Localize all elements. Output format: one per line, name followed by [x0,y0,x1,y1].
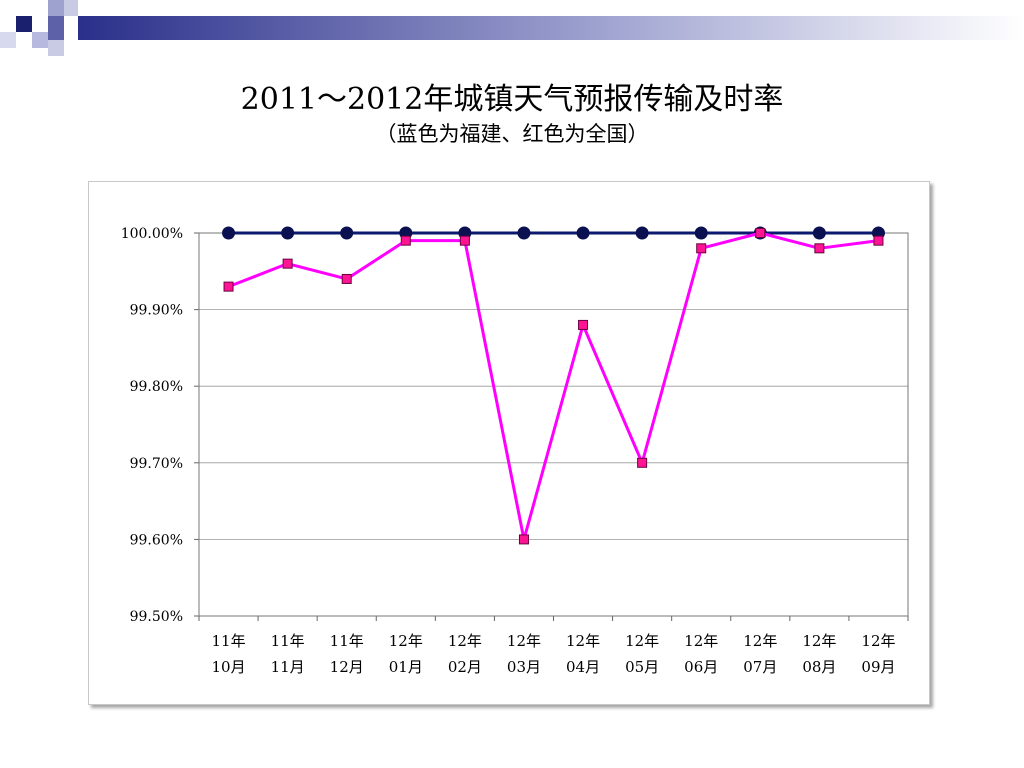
x-tick-label-month: 01月 [389,658,423,676]
data-point [340,226,354,240]
data-point [873,235,884,246]
plot-border [198,232,909,617]
chart-frame: 100.00% 99.90% 99.80% 99.70% 99.60% 99.50% 11年… [88,181,930,705]
x-tick-label-year: 12年 [389,632,423,650]
data-point [635,226,649,240]
data-point [694,226,708,240]
slide-title: 2011～2012年城镇天气预报传输及时率 [240,82,784,117]
data-point [578,319,589,330]
x-tick-label-month: 02月 [448,658,482,676]
x-tick-label-month: 12月 [330,658,364,676]
x-tick-label-year: 12年 [743,632,777,650]
y-tick-label: 100.00% [121,226,183,242]
x-tick-label-year: 11年 [271,632,305,650]
x-tick-label-year: 12年 [448,632,482,650]
slide-subtitle: （蓝色为福建、红色为全国） [375,122,649,146]
data-point [518,534,529,545]
data-point [223,281,234,292]
data-point [341,273,352,284]
x-tick-label-month: 03月 [507,658,541,676]
data-point [400,235,411,246]
x-tick-label-year: 11年 [330,632,364,650]
y-tick-label: 99.60% [130,532,183,548]
data-point [222,226,236,240]
data-point [696,243,707,254]
data-point [281,226,295,240]
x-tick-label-month: 07月 [743,658,777,676]
x-tick-label-month: 06月 [684,658,718,676]
data-point [517,226,531,240]
y-tick-label: 99.70% [130,456,183,472]
x-tick-label-year: 12年 [566,632,600,650]
line-chart: 100.00% 99.90% 99.80% 99.70% 99.60% 99.50% 11年… [121,226,909,676]
x-tick-label-year: 11年 [211,632,245,650]
data-point [637,457,648,468]
data-point [812,226,826,240]
y-tick-label: 99.80% [130,379,183,395]
data-point [459,235,470,246]
slide-decoration [0,0,1024,56]
data-point [282,258,293,269]
x-tick-label-year: 12年 [802,632,836,650]
y-tick-label: 99.50% [130,609,183,625]
x-tick-label-year: 12年 [684,632,718,650]
series-line-2 [227,231,879,541]
x-tick-label-year: 12年 [861,632,895,650]
x-tick-label-year: 12年 [507,632,541,650]
x-tick-label-month: 04月 [566,658,600,676]
data-point [755,228,766,238]
x-tick-label-month: 11月 [271,658,305,676]
x-tick-label-month: 05月 [625,658,659,676]
x-tick-label-month: 09月 [861,658,895,676]
x-tick-label-month: 10月 [211,658,245,676]
data-point [576,226,590,240]
x-tick-label-year: 12年 [625,632,659,650]
y-tick-label: 99.90% [130,303,183,319]
data-point [814,243,825,254]
x-tick-label-month: 08月 [802,658,836,676]
